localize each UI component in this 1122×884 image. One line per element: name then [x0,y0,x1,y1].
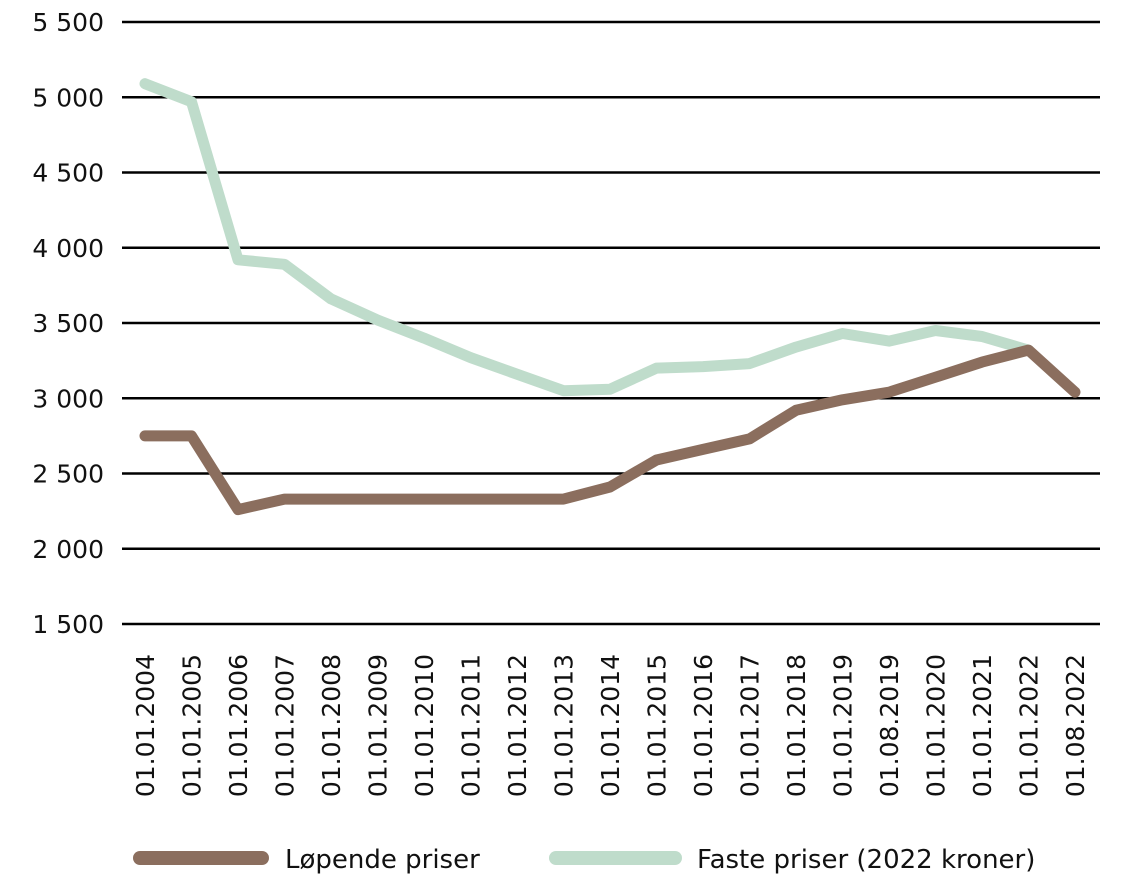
x-tick-label: 01.01.2006 [224,654,253,797]
x-tick-label: 01.01.2022 [1015,654,1044,797]
legend-label-faste-priser: Faste priser (2022 kroner) [697,845,1035,875]
legend: Løpende priser Faste priser (2022 kroner… [133,845,1035,875]
x-tick-label: 01.01.2015 [643,654,672,797]
y-tick-label: 4 500 [32,159,104,188]
gridlines [122,20,1100,626]
y-tick-label: 5 500 [32,8,104,37]
x-tick-label: 01.01.2020 [922,654,951,797]
y-tick-label: 5 000 [32,83,104,112]
x-tick-label: 01.01.2007 [271,654,300,797]
y-tick-label: 1 500 [32,610,104,639]
y-axis-tick-labels: 1 500 2 000 2 500 3 000 3 500 4 000 4 500 5 000… [32,8,104,639]
x-tick-label: 01.08.2022 [1061,654,1090,797]
x-tick-label: 01.01.2021 [968,654,997,797]
x-tick-label: 01.01.2010 [410,654,439,797]
y-tick-label: 4 000 [32,234,104,263]
series-line-faste-priser [139,78,1034,397]
x-tick-label: 01.01.2008 [317,654,346,797]
x-tick-label: 01.01.2018 [782,654,811,797]
y-tick-label: 3 500 [32,309,104,338]
x-tick-label: 01.01.2013 [550,654,579,797]
y-tick-label: 2 000 [32,535,104,564]
series-line-lopende-priser [139,344,1081,516]
legend-label-lopende-priser: Løpende priser [285,845,480,875]
x-tick-label: 01.01.2009 [364,654,393,797]
x-tick-label: 01.01.2004 [131,654,160,797]
x-tick-label: 01.01.2016 [689,654,718,797]
y-tick-label: 2 500 [32,460,104,489]
x-tick-label: 01.01.2012 [503,654,532,797]
x-tick-label: 01.01.2014 [596,654,625,797]
x-tick-label: 01.01.2017 [736,654,765,797]
x-tick-label: 01.01.2019 [829,654,858,797]
series-lines [139,78,1081,516]
y-tick-label: 3 000 [32,384,104,413]
x-axis-tick-labels: 01.01.2004 01.01.2005 01.01.2006 01.01.2007… [131,654,1090,797]
x-tick-label: 01.08.2019 [875,654,904,797]
x-tick-label: 01.01.2005 [178,654,207,797]
x-tick-label: 01.01.2011 [457,654,486,797]
